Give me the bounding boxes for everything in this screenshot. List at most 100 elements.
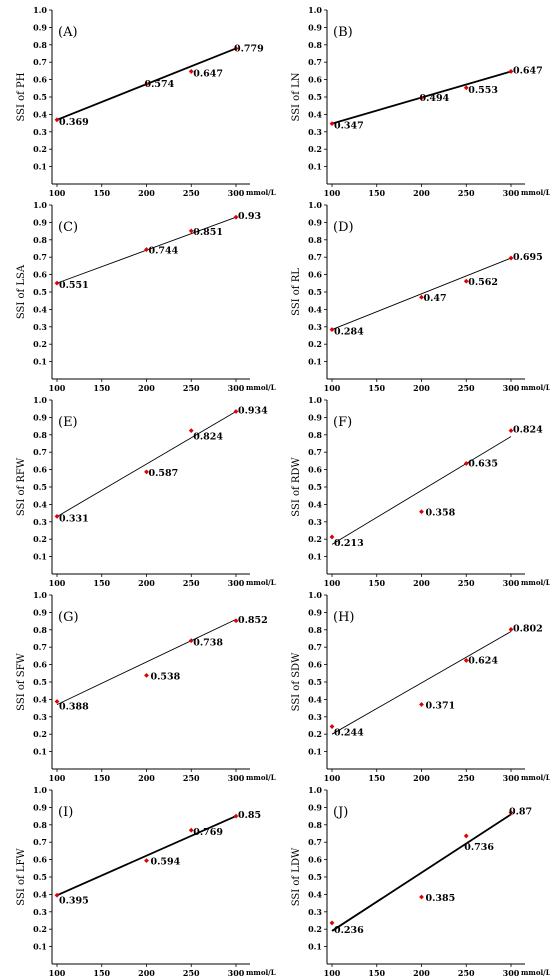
data-label: 0.736 <box>464 842 494 853</box>
y-tick-label: 0.8 <box>33 235 47 245</box>
data-point <box>329 327 335 332</box>
chart-svg: 0.1 0.2 0.3 0.4 0.5 0.6 0.7 0.8 0.9 1.0 100 150 200 2… <box>291 5 550 198</box>
x-tick-label: 300 <box>503 968 520 976</box>
y-tick-label: 0.9 <box>308 217 322 227</box>
data-point <box>233 409 239 414</box>
y-tick-label: 0.6 <box>33 75 47 85</box>
trend-line <box>331 631 512 735</box>
x-tick-label: 200 <box>413 383 430 393</box>
y-tick-label: 0.1 <box>33 942 47 952</box>
data-label: 0.388 <box>59 701 89 712</box>
panel-label: (B) <box>333 25 353 40</box>
y-axis-label: SSI of LSA <box>16 264 27 319</box>
panel-f: 0.1 0.2 0.3 0.4 0.5 0.6 0.7 0.8 0.9 1.0 100 150 200 2… <box>275 390 550 588</box>
y-tick-label: 0.8 <box>308 625 322 635</box>
trend-line <box>56 815 237 897</box>
x-tick-label: 150 <box>368 383 385 393</box>
y-tick-label: 1.0 <box>33 200 47 210</box>
y-tick-label: 0.8 <box>308 820 322 830</box>
data-label: 0.695 <box>513 252 543 263</box>
x-tick-label: 250 <box>183 578 200 588</box>
y-tick-label: 0.4 <box>33 889 47 899</box>
panel-j: 0.1 0.2 0.3 0.4 0.5 0.6 0.7 0.8 0.9 1.0 100 150 200 2… <box>275 780 550 976</box>
y-tick-label: 0.5 <box>33 482 47 492</box>
data-label: 0.594 <box>151 857 181 868</box>
data-point <box>233 46 239 51</box>
data-point <box>54 699 60 704</box>
y-tick-label: 1.0 <box>308 200 322 210</box>
panel-label: (G) <box>58 610 79 625</box>
data-label: 0.562 <box>468 277 498 288</box>
x-tick-label: 300 <box>503 773 520 783</box>
y-tick-label: 0.8 <box>308 40 322 50</box>
y-tick-label: 0.9 <box>33 802 47 812</box>
x-tick-label: 300 <box>228 968 245 976</box>
y-tick-label: 0.9 <box>33 607 47 617</box>
x-tick-label: 100 <box>324 188 341 198</box>
data-point <box>419 95 424 101</box>
y-axis-label: SSI of SDW <box>291 652 302 711</box>
y-tick-label: 0.7 <box>308 57 322 67</box>
data-label: 0.538 <box>151 671 181 682</box>
panel-label: (J) <box>333 805 348 820</box>
chart-svg: 0.1 0.2 0.3 0.4 0.5 0.6 0.7 0.8 0.9 1.0 100 150 200 2… <box>291 590 550 783</box>
y-tick-label: 0.3 <box>33 517 47 527</box>
y-tick-label: 0.2 <box>33 924 47 934</box>
data-label: 0.934 <box>238 405 268 416</box>
x-tick-label: 250 <box>458 383 475 393</box>
y-tick-label: 0.7 <box>308 447 322 457</box>
y-tick-label: 0.1 <box>33 357 47 367</box>
x-tick-label: 300 <box>228 773 245 783</box>
x-tick-label: 100 <box>49 968 66 976</box>
trend-line <box>56 618 237 706</box>
y-tick-label: 0.6 <box>33 660 47 670</box>
trend-line <box>331 436 512 545</box>
y-tick-label: 0.3 <box>308 517 322 527</box>
y-tick-label: 0.4 <box>33 109 47 119</box>
y-tick-label: 0.2 <box>308 729 322 739</box>
data-label: 0.331 <box>59 513 89 524</box>
x-tick-label: 100 <box>49 578 66 588</box>
x-tick-label: 100 <box>324 383 341 393</box>
panel-label: (I) <box>58 805 73 820</box>
y-tick-label: 0.6 <box>33 270 47 280</box>
y-tick-label: 0.3 <box>33 712 47 722</box>
data-point <box>188 638 194 643</box>
y-tick-label: 0.2 <box>33 729 47 739</box>
data-point <box>233 813 239 819</box>
x-tick-label: 300 <box>503 383 520 393</box>
data-label: 0.358 <box>426 508 456 519</box>
data-label: 0.347 <box>334 121 364 132</box>
y-tick-label: 0.1 <box>308 357 322 367</box>
y-tick-label: 0.1 <box>33 162 47 172</box>
x-tick-label: 100 <box>49 773 66 783</box>
x-tick-label: 100 <box>324 773 341 783</box>
data-point <box>188 827 194 833</box>
data-point <box>188 428 194 434</box>
y-tick-label: 0.4 <box>33 499 47 509</box>
data-point <box>508 627 514 632</box>
data-label: 0.802 <box>513 623 543 634</box>
y-tick-label: 0.3 <box>33 907 47 917</box>
y-tick-label: 0.2 <box>33 339 47 349</box>
y-tick-label: 1.0 <box>33 590 47 600</box>
data-label: 0.369 <box>59 117 89 128</box>
panel-b: 0.1 0.2 0.3 0.4 0.5 0.6 0.7 0.8 0.9 1.0 100 150 200 2… <box>275 0 550 198</box>
panel-i: 0.1 0.2 0.3 0.4 0.5 0.6 0.7 0.8 0.9 1.0 100 150 200 2… <box>0 780 276 976</box>
y-tick-label: 0.5 <box>33 872 47 882</box>
x-tick-label: 300 <box>503 188 520 198</box>
y-tick-label: 0.7 <box>308 837 322 847</box>
y-axis-label: SSI of LN <box>291 72 302 121</box>
y-tick-label: 1.0 <box>308 5 322 15</box>
data-label: 0.824 <box>513 425 543 436</box>
x-tick-label: 300 <box>228 578 245 588</box>
panel-a: 0.1 0.2 0.3 0.4 0.5 0.6 0.7 0.8 0.9 1.0 100 150 200 2… <box>0 0 276 198</box>
y-tick-label: 0.9 <box>308 412 322 422</box>
y-tick-label: 0.4 <box>33 304 47 314</box>
y-tick-label: 0.5 <box>308 92 322 102</box>
data-point <box>144 858 149 864</box>
y-tick-label: 0.5 <box>33 677 47 687</box>
panel-c: 0.1 0.2 0.3 0.4 0.5 0.6 0.7 0.8 0.9 1.0 100 150 200 2… <box>0 195 276 393</box>
y-tick-label: 0.3 <box>308 127 322 137</box>
x-tick-label: 200 <box>138 383 155 393</box>
